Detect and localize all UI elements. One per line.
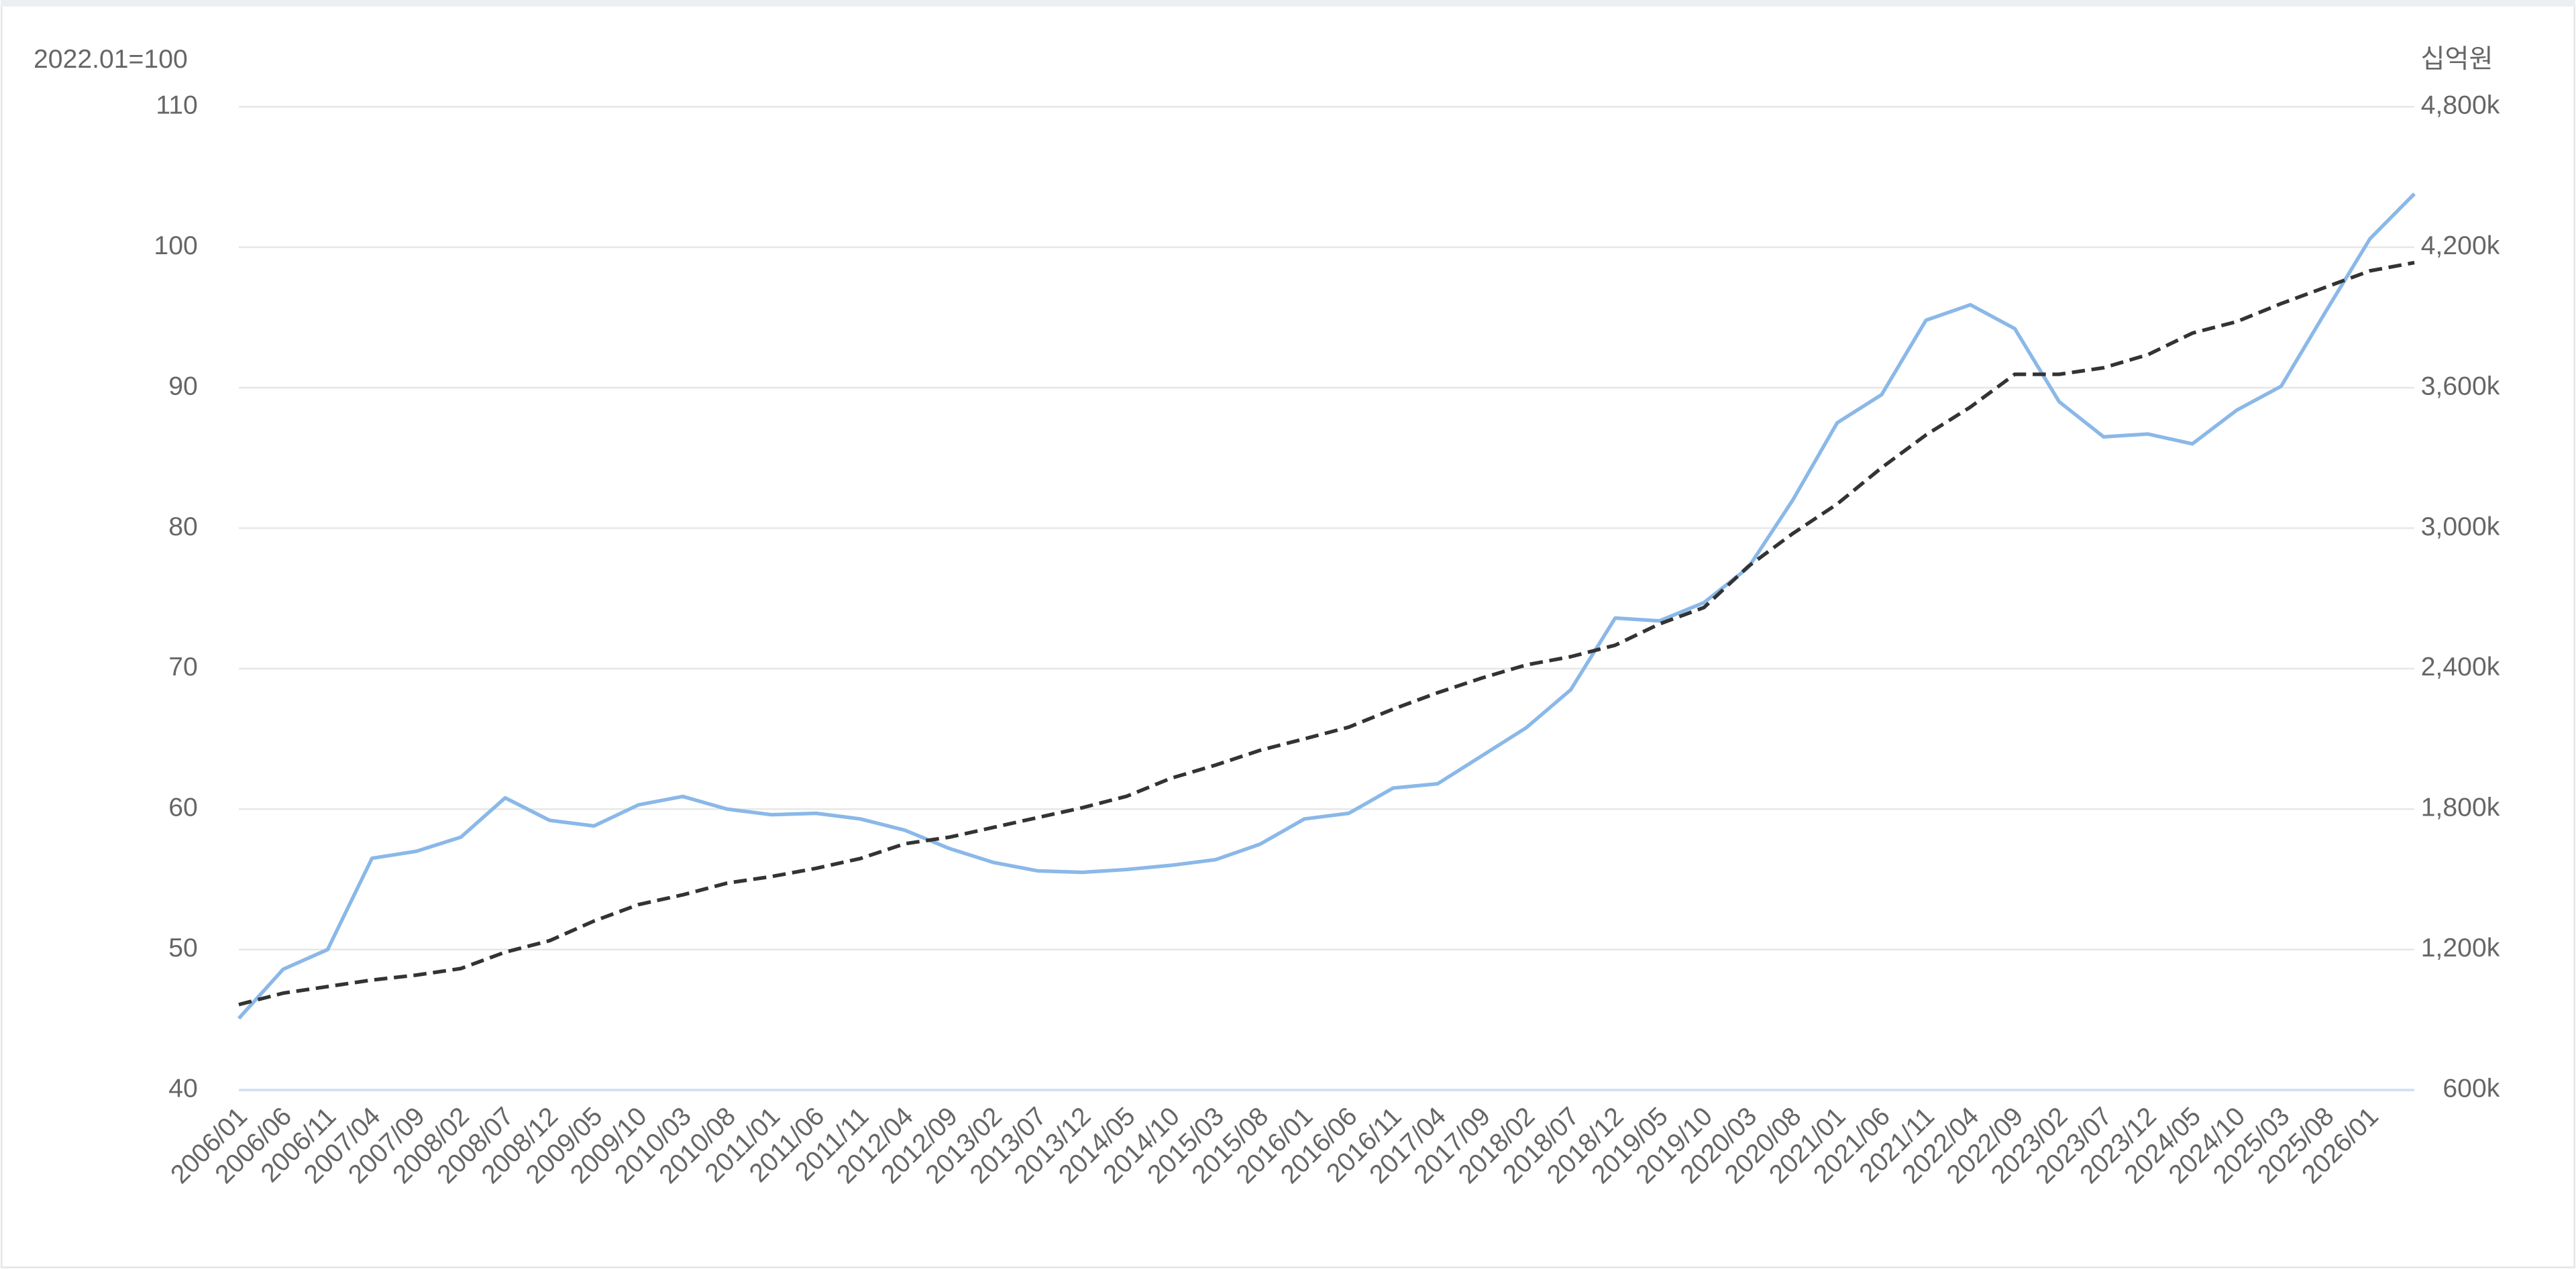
y2-tick-label: 3,000k bbox=[2421, 512, 2500, 541]
y2-axis-label: 십억원 bbox=[2420, 45, 2493, 74]
y-tick-label: 50 bbox=[168, 934, 198, 962]
y-tick-label: 110 bbox=[156, 91, 197, 119]
series-line bbox=[237, 192, 2416, 1020]
y-tick-label: 90 bbox=[168, 372, 198, 400]
y-tick-label: 80 bbox=[168, 512, 198, 541]
y2-tick-label: 1,800k bbox=[2421, 793, 2500, 822]
y-tick-label: 100 bbox=[154, 231, 197, 260]
y2-tick-label: 600k bbox=[2443, 1074, 2500, 1103]
card bbox=[1, 4, 2575, 1268]
y2-tick-label: 4,200k bbox=[2421, 231, 2500, 260]
y-axis-label: 2022.01=100 bbox=[34, 45, 188, 74]
y2-tick-label: 4,800k bbox=[2421, 91, 2500, 119]
top-shadow bbox=[1, 0, 2575, 7]
series-line bbox=[238, 260, 2415, 1007]
y-tick-label: 70 bbox=[168, 653, 198, 681]
y2-tick-label: 3,600k bbox=[2421, 372, 2500, 400]
y2-tick-label: 2,400k bbox=[2421, 653, 2500, 681]
y-tick-label: 60 bbox=[168, 793, 198, 822]
y-tick-label: 40 bbox=[168, 1074, 198, 1103]
y2-tick-label: 1,200k bbox=[2421, 934, 2500, 962]
